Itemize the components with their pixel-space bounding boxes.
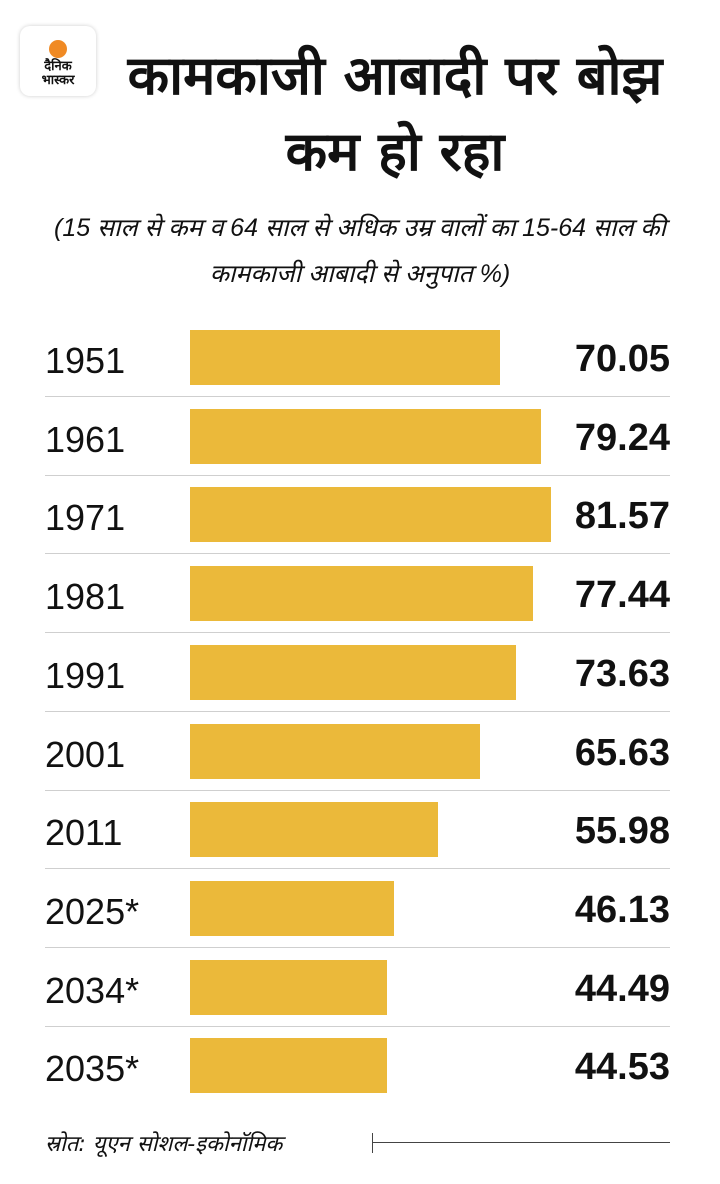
year-label: 2034* xyxy=(45,969,140,1011)
row-divider xyxy=(45,396,670,397)
year-label: 2025* xyxy=(45,890,140,932)
bar-row: 1971 81.57 xyxy=(45,487,670,565)
row-divider xyxy=(45,868,670,870)
row-divider xyxy=(45,553,670,555)
sun-icon xyxy=(49,40,67,58)
value-label: 44.53 xyxy=(574,1046,670,1089)
row-divider xyxy=(45,710,670,712)
bar-row: 2011 55.98 xyxy=(45,802,670,880)
bar xyxy=(190,408,541,464)
bar-row: 2025* 46.13 xyxy=(45,880,670,959)
bar-row: 1961 79.24 xyxy=(45,408,670,487)
logo-line1: दैनिक xyxy=(44,59,72,74)
bar-row: 2001 65.63 xyxy=(45,723,670,802)
bar-row: 1981 77.44 xyxy=(45,566,670,644)
bar-row: 1951 70.05 xyxy=(45,330,670,408)
year-label: 1951 xyxy=(45,340,126,381)
value-label: 65.63 xyxy=(574,731,670,774)
row-divider xyxy=(45,789,670,791)
bar-row: 2035* 44.53 xyxy=(45,1038,670,1116)
bar xyxy=(190,566,533,622)
row-divider xyxy=(45,1025,670,1027)
bar xyxy=(190,723,481,779)
value-label: 44.49 xyxy=(574,967,670,1010)
bar xyxy=(190,330,501,385)
year-label: 2011 xyxy=(45,812,123,854)
bar xyxy=(190,644,516,700)
value-label: 55.98 xyxy=(574,810,670,853)
row-divider xyxy=(45,474,670,476)
bar xyxy=(190,802,438,858)
bar xyxy=(190,487,551,543)
source-divider-tick xyxy=(372,1133,373,1153)
bar xyxy=(190,880,395,936)
value-label: 73.63 xyxy=(574,652,670,695)
value-label: 70.05 xyxy=(574,338,670,380)
bar xyxy=(190,959,387,1015)
value-label: 81.57 xyxy=(574,495,670,538)
bar-row: 1991 73.63 xyxy=(45,644,670,723)
value-label: 79.24 xyxy=(574,416,670,459)
year-label: 2035* xyxy=(45,1048,140,1090)
year-label: 1981 xyxy=(45,576,126,618)
chart-subtitle: (15 साल से कम व 64 साल से अधिक उम्र वालो… xyxy=(54,214,666,288)
bar xyxy=(190,1038,388,1094)
source-note: स्रोत: यूएन सोशल-इकोनॉमिक xyxy=(45,1132,283,1157)
year-label: 2001 xyxy=(45,733,126,775)
row-divider xyxy=(45,632,670,634)
source-divider xyxy=(372,1142,670,1143)
bar-row: 2034* 44.49 xyxy=(45,959,670,1038)
chart-title: कामकाजी आबादी पर बोझ कम हो रहा xyxy=(127,44,663,183)
row-divider xyxy=(45,946,670,948)
year-label: 1971 xyxy=(45,497,126,539)
year-label: 1991 xyxy=(45,654,126,696)
dainik-bhaskar-logo: दैनिक भास्कर xyxy=(20,26,96,96)
year-label: 1961 xyxy=(45,418,126,460)
logo-line2: भास्कर xyxy=(41,73,75,88)
value-label: 46.13 xyxy=(574,888,670,931)
value-label: 77.44 xyxy=(574,574,670,617)
